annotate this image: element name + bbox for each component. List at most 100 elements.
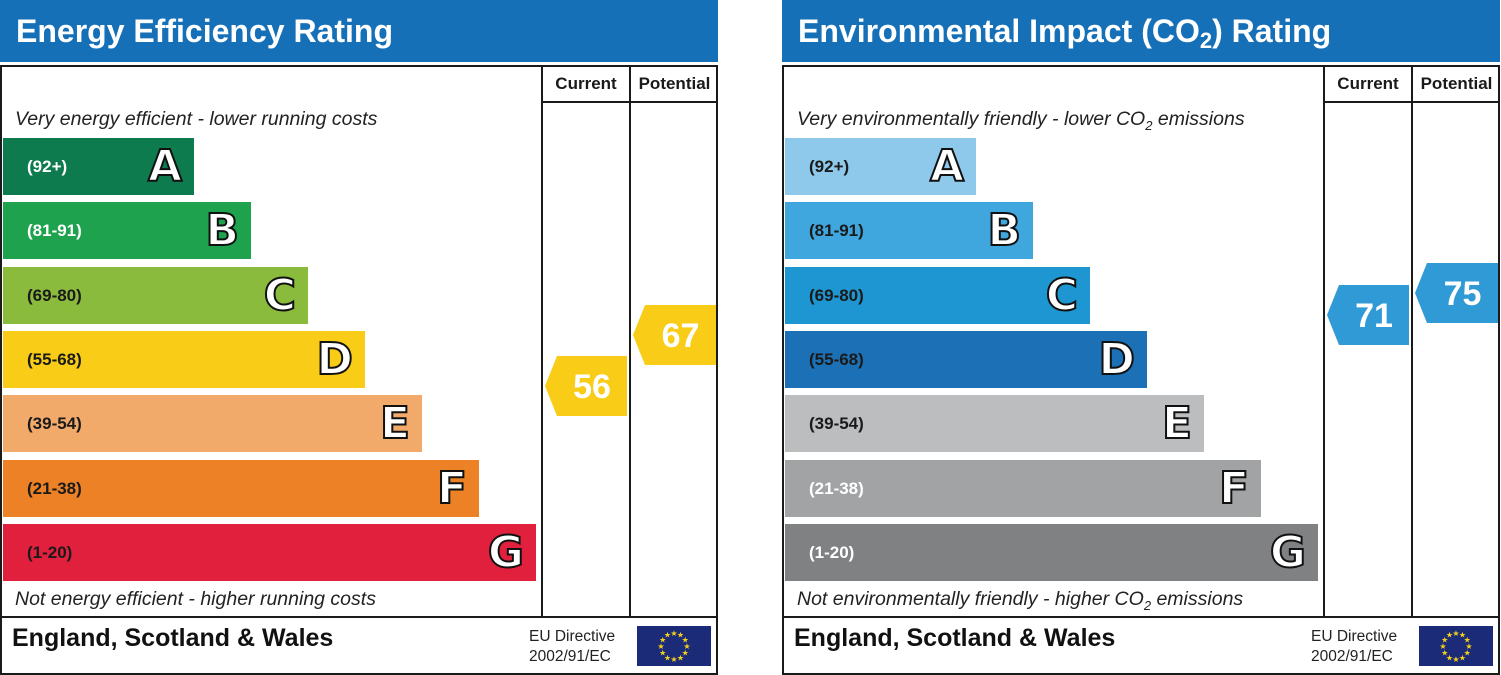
chart-frame [782,65,1500,675]
band-range-label: (92+) [809,157,850,176]
band-letter: C [263,269,297,322]
rating-band-c: (69-80) C [3,266,308,324]
marker-value: 75 [1444,275,1482,313]
band-range-label: (92+) [27,157,68,176]
panel-title-end: ) Rating [1212,13,1332,49]
marker-value: 56 [573,368,611,406]
band-letter: G [487,526,525,579]
header-divider [1323,101,1500,103]
band-letter: A [929,140,965,193]
rating-band-c: (69-80) C [785,266,1090,324]
top-label: Very environmentally friendly - lower CO… [797,108,1245,133]
column-header-potential: Potential [638,74,711,93]
bottom-label-main: Not environmentally friendly - higher CO [797,588,1144,610]
eu-star-icon: ★ [1459,653,1466,662]
rating-band-b: (81-91) B [785,202,1033,260]
rating-band-a: (92+) A [785,138,976,195]
band-letter: F [436,462,468,515]
eu-directive-line-2: 2002/91/EC [1311,648,1393,665]
band-letter: E [379,397,411,450]
eu-star-icon: ★ [1446,631,1453,640]
marker-shape [1415,263,1498,324]
rating-band-d: (55-68) D [785,330,1147,388]
bottom-label: Not energy efficient - higher running co… [15,588,376,610]
marker-shape [1327,284,1409,345]
eu-star-icon: ★ [664,631,671,640]
eu-star-icon: ★ [1464,636,1471,645]
marker-shape [633,305,716,366]
bottom-label-end: emissions [1151,588,1244,610]
footer-divider [0,616,718,618]
column-header-current: Current [1337,74,1399,93]
environmental-impact-panel: Environmental Impact (CO 2 ) Rating Curren… [782,0,1501,675]
rating-band-d: (55-68) D [3,330,365,388]
eu-star-icon: ★ [683,642,690,651]
band-range-label: (81-91) [809,221,864,241]
potential-rating-marker: 75 [1415,263,1498,324]
band-letter: F [1218,462,1250,515]
top-label-subscript: 2 [1145,118,1153,133]
current-rating-marker: 71 [1327,284,1409,345]
eu-star-icon: ★ [1459,631,1466,640]
band-letter: C [1045,269,1079,322]
eu-star-icon: ★ [659,649,666,658]
eu-star-icon: ★ [1452,655,1459,664]
eu-directive-line-2: 2002/91/EC [529,648,611,665]
eu-star-icon: ★ [1465,642,1472,651]
eu-star-icon: ★ [1441,636,1448,645]
header-divider [541,101,718,103]
eu-star-icon: ★ [1452,629,1459,638]
top-label-main: Very environmentally friendly - lower CO [797,108,1146,130]
rating-band-a: (92+) A [3,138,194,195]
eu-star-icon: ★ [1464,649,1471,658]
bottom-label-subscript: 2 [1143,598,1152,613]
region-label: England, Scotland & Wales [794,624,1116,652]
eu-directive-text: EU Directive 2002/91/EC [1311,627,1397,667]
eu-star-icon: ★ [682,649,689,658]
marker-shape [545,356,627,416]
band-letter: D [315,333,354,386]
column-divider [629,65,631,618]
band-range-label: (21-38) [27,478,82,498]
current-rating-marker: 56 [545,356,627,416]
eu-star-icon: ★ [670,629,677,638]
band-letter: A [147,140,183,193]
band-range-label: (21-38) [809,478,864,498]
eu-directive-line-1: EU Directive [529,628,616,645]
energy-efficiency-panel: Energy Efficiency Rating Current Potenti… [0,0,720,675]
band-range-label: (39-54) [27,414,82,434]
top-label-end: emissions [1152,108,1245,130]
eu-star-icon: ★ [659,636,666,645]
eu-star-icon: ★ [1446,653,1453,662]
band-range-label: (69-80) [809,285,864,305]
column-divider [541,65,543,618]
eu-star-icon: ★ [677,653,684,662]
rating-band-f: (21-38) F [3,459,479,517]
column-header-current: Current [555,74,617,93]
eu-star-icon: ★ [1441,649,1448,658]
eu-flag-icon: ★★★★★★★★★ ★ ★★ [1419,626,1493,666]
band-range-label: (39-54) [809,414,864,434]
eu-star-icon: ★ [1439,642,1446,651]
rating-band-e: (39-54) E [3,395,422,453]
column-divider [1411,65,1413,618]
column-divider [1323,65,1325,618]
marker-value: 67 [662,317,700,355]
band-letter: G [1269,526,1307,579]
band-range-label: (69-80) [27,285,82,305]
top-label: Very energy efficient - lower running co… [15,108,378,130]
panel-title-main: Environmental Impact (CO [798,13,1200,49]
band-letter: D [1097,333,1136,386]
band-letter: B [986,204,1022,257]
band-range-label: (81-91) [27,221,82,241]
eu-directive-line-1: EU Directive [1311,628,1398,645]
rating-band-f: (21-38) F [785,459,1261,517]
eu-directive-text: EU Directive 2002/91/EC [529,627,615,667]
eu-star-icon: ★ [670,655,677,664]
rating-band-e: (39-54) E [785,395,1204,453]
chart-frame [0,65,718,675]
band-range-label: (55-68) [809,349,864,369]
eu-flag-icon: ★★★★★★★★★ ★ ★★ [637,626,711,666]
bottom-label: Not environmentally friendly - higher CO… [797,588,1244,613]
potential-rating-marker: 67 [633,305,716,366]
